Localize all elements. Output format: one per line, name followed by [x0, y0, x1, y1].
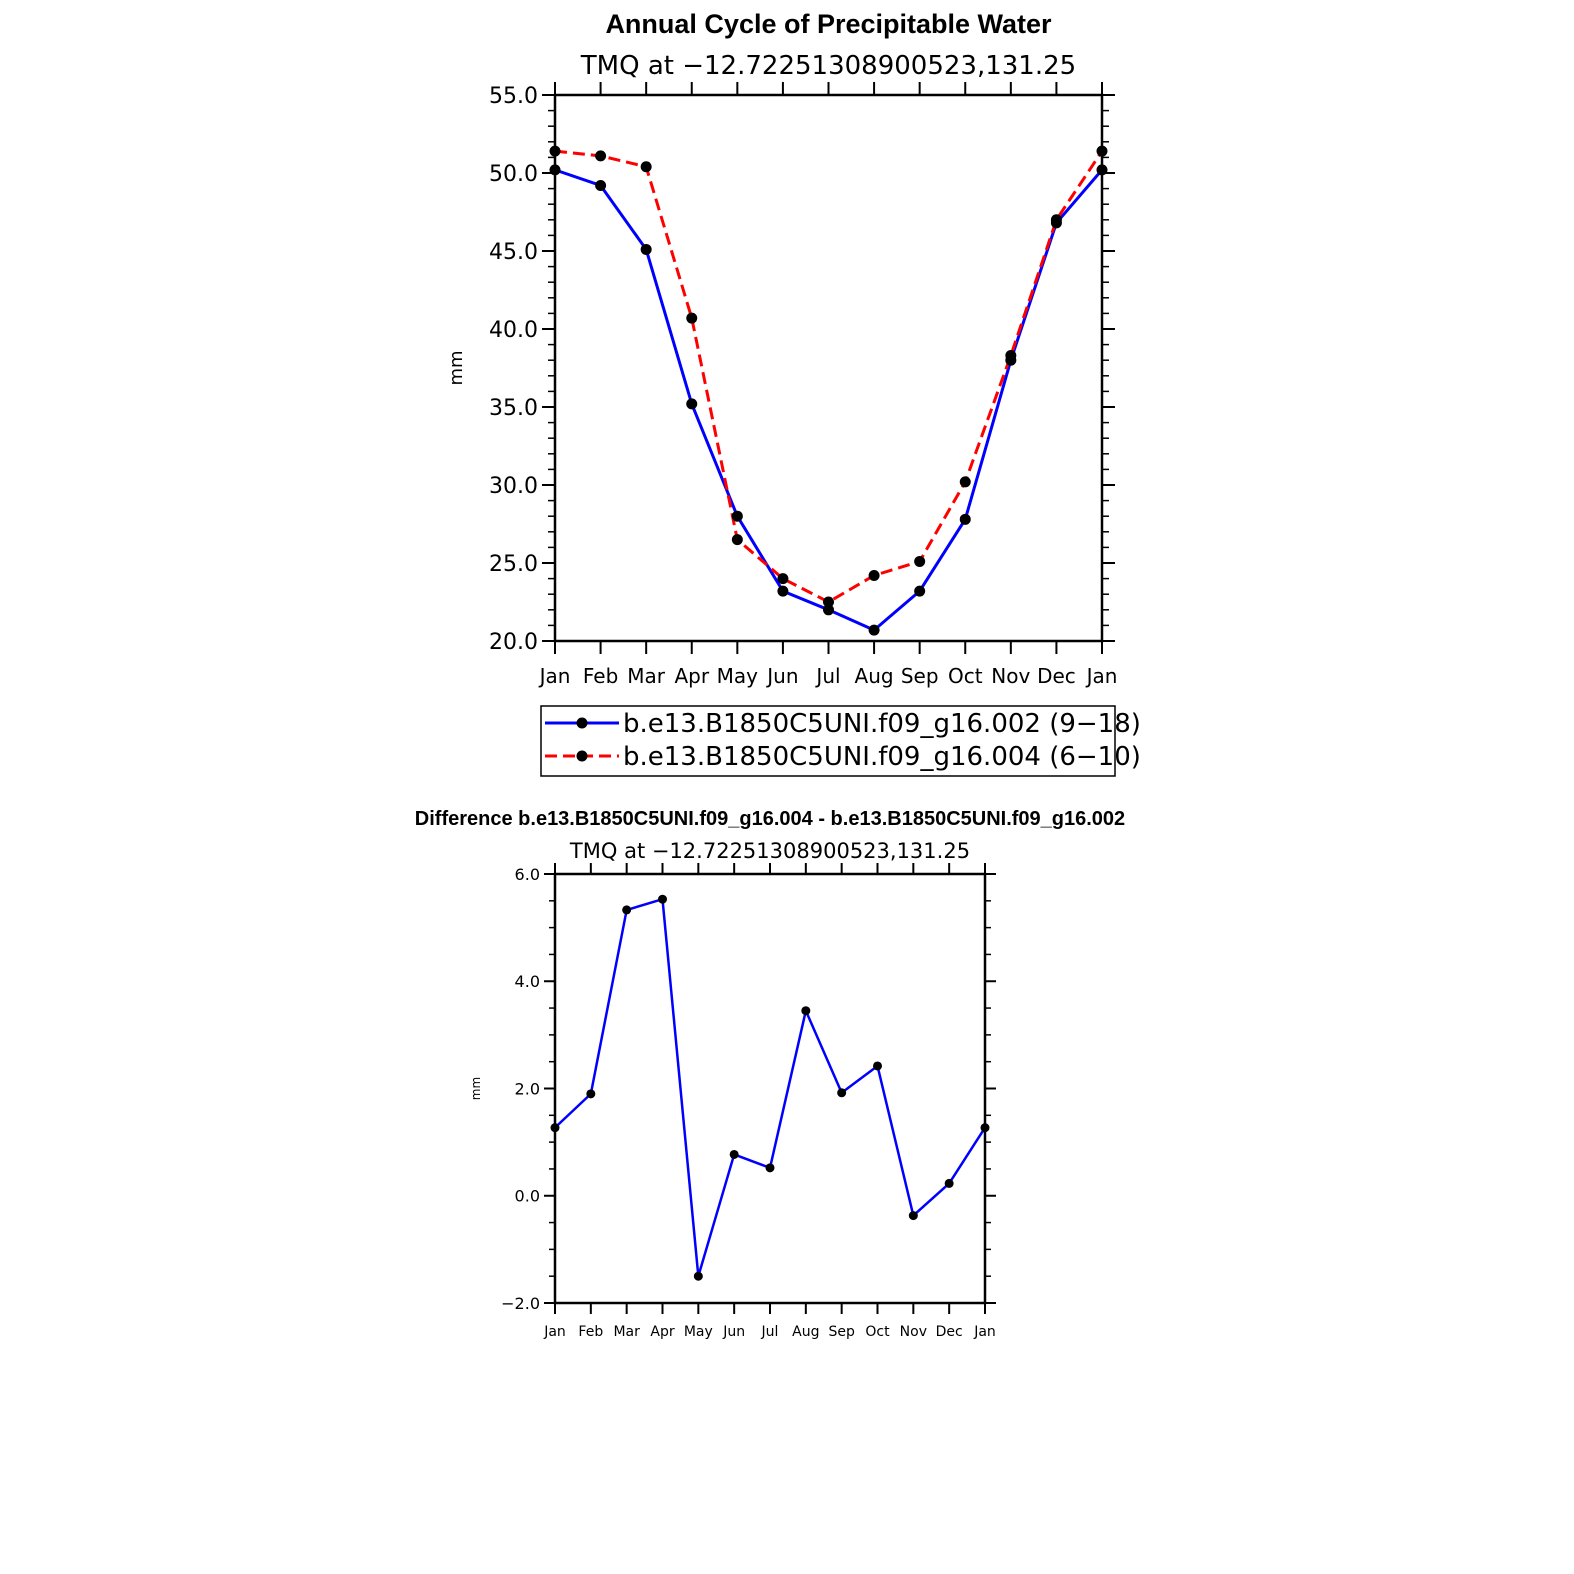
data-point-s2 [959, 476, 971, 488]
x-tick-label: Feb [578, 1324, 603, 1340]
chart-2: Difference b.e13.B1850C5UNI.f09_g16.004 … [415, 808, 1125, 1340]
data-point-s1 [622, 905, 632, 915]
x-tick-label: Oct [865, 1324, 890, 1340]
data-point-s1 [1096, 164, 1108, 176]
chart-subtitle: TMQ at −12.72251308900523,131.25 [569, 839, 970, 863]
x-tick-label: Dec [936, 1324, 963, 1340]
y-tick-label: 25.0 [489, 552, 538, 577]
data-point-s1 [586, 1089, 596, 1099]
legend-marker-1 [576, 717, 588, 729]
x-tick-label: Aug [792, 1324, 819, 1340]
x-tick-label: Nov [991, 664, 1030, 688]
data-point-s1 [777, 585, 789, 597]
data-point-s1 [731, 510, 743, 522]
y-axis-label: mm [446, 350, 467, 385]
data-point-s1 [873, 1061, 882, 1071]
y-axis-label: mm [469, 1077, 483, 1100]
data-point-s1 [550, 1123, 560, 1133]
plot-frame [553, 872, 987, 1305]
y-tick-label: 6.0 [515, 865, 540, 884]
y-tick-label: 20.0 [489, 630, 538, 655]
data-point-s2 [640, 161, 652, 173]
data-point-s2 [1050, 214, 1062, 226]
legend-box [540, 705, 1116, 777]
data-point-s1 [658, 894, 667, 904]
data-point-s1 [959, 513, 971, 525]
data-point-s2 [823, 596, 834, 608]
y-tick-label: 45.0 [489, 240, 538, 265]
data-point-s1 [693, 1271, 703, 1281]
y-tick-label: 50.0 [489, 162, 538, 187]
x-tick-label: Mar [627, 664, 666, 688]
legend: b.e13.B1850C5UNI.f09_g16.002 (9−18)b.e13… [540, 705, 1141, 777]
x-tick-label: Apr [650, 1324, 674, 1340]
data-point-s1 [686, 398, 698, 410]
legend-marker-2 [576, 750, 588, 762]
x-tick-label: Dec [1037, 664, 1076, 688]
data-point-s1 [944, 1178, 954, 1188]
x-tick-label: Mar [613, 1324, 640, 1340]
y-tick-label: 4.0 [515, 972, 540, 991]
series-line-2 [554, 149, 1104, 604]
data-point-s2 [1005, 350, 1017, 362]
plot-frame [553, 93, 1104, 643]
data-point-s2 [731, 534, 743, 546]
y-tick-label: 0.0 [515, 1187, 540, 1206]
data-point-s1 [980, 1123, 990, 1133]
x-tick-label: Jun [722, 1324, 745, 1340]
x-tick-label: Sep [828, 1324, 855, 1340]
data-point-s2 [549, 145, 561, 157]
y-tick-label: 40.0 [489, 318, 538, 343]
chart-title: Annual Cycle of Precipitable Water [605, 9, 1052, 39]
chart-title: Difference b.e13.B1850C5UNI.f09_g16.004 … [415, 808, 1125, 830]
x-tick-label: Nov [900, 1324, 927, 1340]
data-point-s1 [729, 1149, 739, 1159]
y-tick-label: 2.0 [515, 1079, 540, 1098]
chart-subtitle: TMQ at −12.72251308900523,131.25 [580, 51, 1076, 81]
x-tick-label: Aug [855, 664, 894, 688]
data-point-s1 [765, 1163, 775, 1173]
y-tick-label: 30.0 [489, 474, 538, 499]
y-tick-label: −2.0 [501, 1294, 540, 1313]
legend-entry-2: b.e13.B1850C5UNI.f09_g16.004 (6−10) [623, 742, 1141, 772]
data-point-s1 [801, 1006, 811, 1016]
series-line-1 [554, 168, 1104, 632]
x-tick-label: Jul [761, 1324, 779, 1340]
x-tick-label: Jan [1085, 664, 1118, 688]
data-point-s1 [837, 1088, 847, 1098]
x-tick-label: Oct [948, 664, 983, 688]
data-point-s2 [1096, 145, 1108, 157]
data-point-s1 [823, 604, 834, 616]
chart-1: Annual Cycle of Precipitable Water TMQ at… [446, 9, 1141, 777]
x-tick-label: Apr [674, 664, 709, 688]
x-tick-label: Jan [543, 1324, 566, 1340]
x-tick-label: Sep [901, 664, 939, 688]
series-line-1 [554, 897, 987, 1278]
data-point-s2 [777, 573, 789, 585]
data-point-s2 [595, 150, 607, 162]
x-tick-label: Jan [973, 1324, 996, 1340]
x-tick-label: May [684, 1324, 713, 1340]
data-point-s1 [640, 243, 652, 255]
data-point-s1 [914, 585, 926, 597]
x-tick-label: Jan [538, 664, 571, 688]
y-tick-label: 35.0 [489, 396, 538, 421]
x-tick-label: May [717, 664, 759, 688]
data-point-s1 [908, 1211, 918, 1221]
data-point-s2 [868, 569, 880, 581]
x-tick-label: Jun [765, 664, 798, 688]
x-tick-label: Feb [583, 664, 618, 688]
data-point-s2 [914, 555, 926, 567]
y-tick-label: 55.0 [489, 84, 538, 109]
x-tick-label: Jul [814, 664, 840, 688]
legend-entry-1: b.e13.B1850C5UNI.f09_g16.002 (9−18) [623, 709, 1141, 739]
data-point-s2 [686, 312, 698, 324]
data-point-s1 [549, 164, 561, 176]
data-point-s1 [595, 179, 607, 191]
data-point-s1 [868, 624, 880, 636]
